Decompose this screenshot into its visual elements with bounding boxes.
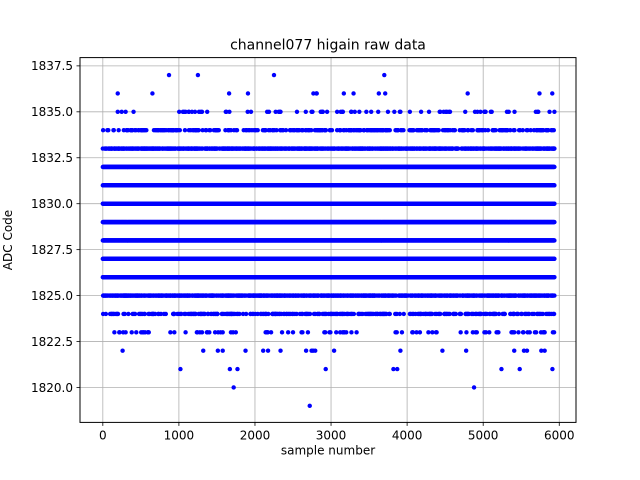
data-point bbox=[168, 330, 173, 335]
data-point bbox=[207, 330, 212, 335]
data-point bbox=[227, 109, 232, 115]
data-point bbox=[183, 330, 188, 335]
data-point bbox=[182, 127, 188, 133]
data-point bbox=[196, 127, 201, 133]
data-point bbox=[117, 330, 122, 335]
data-point bbox=[205, 109, 210, 115]
data-point bbox=[115, 91, 120, 96]
data-point bbox=[103, 311, 109, 317]
data-point bbox=[233, 330, 238, 335]
data-point bbox=[129, 330, 134, 335]
data-point bbox=[265, 348, 271, 353]
data-point bbox=[255, 127, 260, 133]
data-point bbox=[123, 109, 128, 115]
data-point bbox=[115, 311, 121, 317]
data-point bbox=[126, 311, 131, 317]
data-point bbox=[245, 91, 251, 96]
data-point bbox=[134, 330, 139, 335]
data-point bbox=[266, 311, 271, 317]
data-point bbox=[226, 91, 232, 96]
data-point bbox=[172, 330, 177, 335]
data-points bbox=[100, 72, 557, 409]
data-point bbox=[234, 127, 240, 133]
data-point bbox=[243, 348, 248, 353]
data-point bbox=[215, 348, 221, 353]
data-point bbox=[132, 311, 138, 317]
data-point bbox=[192, 109, 198, 115]
data-point bbox=[112, 330, 117, 335]
data-point bbox=[123, 330, 128, 335]
data-point bbox=[116, 127, 121, 133]
data-point bbox=[199, 109, 205, 115]
data-point bbox=[199, 330, 205, 335]
data-point bbox=[216, 127, 221, 133]
data-point bbox=[120, 348, 125, 353]
data-point bbox=[150, 91, 155, 96]
data-point bbox=[266, 109, 272, 115]
data-point bbox=[201, 348, 206, 353]
data-point bbox=[122, 311, 127, 317]
data-point bbox=[243, 311, 249, 317]
data-point bbox=[220, 348, 225, 353]
data-point bbox=[248, 109, 254, 115]
data-point bbox=[115, 109, 120, 115]
data-point bbox=[220, 330, 225, 335]
data-point bbox=[111, 127, 116, 133]
data-point bbox=[163, 311, 169, 317]
data-point bbox=[268, 330, 274, 335]
data-point bbox=[106, 127, 111, 133]
data-point bbox=[177, 127, 183, 133]
data-point bbox=[119, 109, 124, 115]
data-point bbox=[131, 109, 136, 115]
data-point bbox=[146, 330, 151, 335]
data-point bbox=[100, 127, 106, 133]
data-point bbox=[215, 311, 220, 317]
data-point bbox=[260, 348, 266, 353]
data-point bbox=[144, 127, 149, 133]
